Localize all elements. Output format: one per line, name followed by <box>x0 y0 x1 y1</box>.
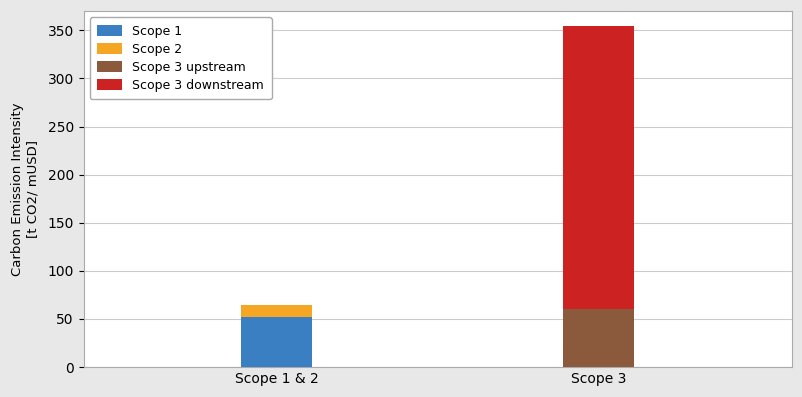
Legend: Scope 1, Scope 2, Scope 3 upstream, Scope 3 downstream: Scope 1, Scope 2, Scope 3 upstream, Scop… <box>90 17 271 99</box>
Bar <box>241 304 312 317</box>
Y-axis label: Carbon Emission Intensity
[t CO2/ mUSD]: Carbon Emission Intensity [t CO2/ mUSD] <box>11 102 39 276</box>
Bar <box>562 309 634 367</box>
Bar <box>241 317 312 367</box>
Bar <box>562 25 634 309</box>
